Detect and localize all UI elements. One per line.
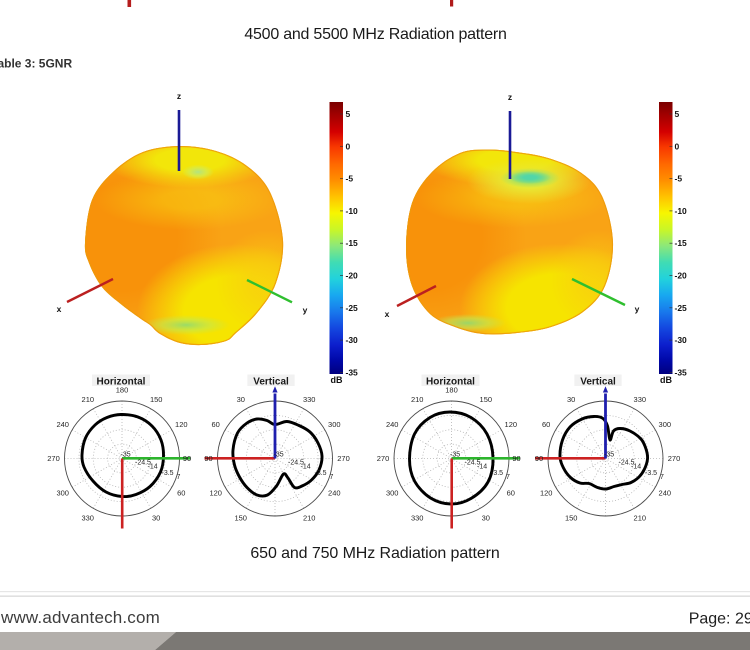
svg-text:-15: -15: [675, 238, 688, 248]
svg-text:-14: -14: [301, 464, 311, 471]
svg-text:150: 150: [565, 513, 578, 522]
svg-text:90: 90: [204, 454, 212, 463]
svg-text:210: 210: [634, 513, 647, 522]
svg-text:330: 330: [81, 513, 94, 522]
svg-text:-5: -5: [346, 174, 354, 184]
svg-text:240: 240: [328, 488, 341, 497]
svg-text:-14: -14: [631, 464, 641, 471]
svg-text:7: 7: [177, 474, 181, 481]
svg-text:60: 60: [542, 420, 550, 429]
svg-text:x: x: [57, 304, 62, 314]
svg-text:-20: -20: [675, 271, 688, 281]
svg-text:150: 150: [234, 513, 247, 522]
svg-text:300: 300: [659, 420, 672, 429]
svg-text:5: 5: [675, 109, 680, 119]
svg-text:-35: -35: [675, 367, 688, 377]
svg-text:dB: dB: [331, 375, 343, 385]
svg-text:-30: -30: [346, 335, 359, 345]
svg-text:-24.5: -24.5: [135, 460, 151, 467]
svg-text:-24.5: -24.5: [465, 460, 481, 467]
svg-text:30: 30: [482, 513, 490, 522]
svg-text:120: 120: [505, 420, 518, 429]
svg-text:210: 210: [303, 513, 316, 522]
svg-text:-3.5: -3.5: [315, 470, 327, 477]
svg-text:330: 330: [411, 513, 424, 522]
svg-text:90: 90: [535, 454, 543, 463]
svg-text:90: 90: [512, 454, 520, 463]
svg-text:240: 240: [659, 488, 672, 497]
svg-text:-25: -25: [675, 303, 688, 313]
svg-text:5: 5: [346, 109, 351, 119]
svg-text:-30: -30: [675, 335, 688, 345]
svg-text:330: 330: [303, 395, 316, 404]
svg-text:-5: -5: [675, 174, 683, 184]
svg-text:300: 300: [328, 420, 341, 429]
svg-text:-20: -20: [346, 271, 359, 281]
svg-text:7: 7: [660, 474, 664, 481]
svg-text:-35: -35: [121, 452, 131, 459]
svg-text:-14: -14: [148, 464, 158, 471]
svg-text:-3.5: -3.5: [645, 470, 657, 477]
svg-text:Table 3: 5GNR: Table 3: 5GNR: [0, 56, 72, 70]
svg-text:240: 240: [56, 420, 69, 429]
svg-text:Page: 29: Page: 29: [689, 611, 750, 628]
svg-text:300: 300: [56, 488, 69, 497]
svg-text:30: 30: [152, 513, 160, 522]
svg-text:0: 0: [346, 141, 351, 151]
svg-text:-35: -35: [450, 452, 460, 459]
svg-text:-3.5: -3.5: [162, 470, 174, 477]
svg-text:4500 and 5500 MHz Radiation pa: 4500 and 5500 MHz Radiation pattern: [244, 26, 506, 43]
svg-text:270: 270: [377, 454, 390, 463]
svg-text:x: x: [385, 309, 390, 319]
svg-text:240: 240: [386, 420, 399, 429]
svg-text:150: 150: [480, 395, 493, 404]
svg-text:7: 7: [506, 474, 510, 481]
svg-text:300: 300: [386, 488, 399, 497]
svg-text:330: 330: [634, 395, 647, 404]
svg-text:7: 7: [330, 474, 334, 481]
svg-text:-35: -35: [604, 452, 614, 459]
svg-text:-35: -35: [346, 367, 359, 377]
svg-text:210: 210: [82, 395, 95, 404]
svg-text:Horizontal: Horizontal: [97, 377, 146, 388]
svg-text:-10: -10: [675, 206, 688, 216]
svg-text:650 and 750 MHz Radiation patt: 650 and 750 MHz Radiation pattern: [250, 545, 499, 562]
svg-text:z: z: [508, 92, 512, 102]
svg-text:www.advantech.com: www.advantech.com: [0, 608, 160, 627]
svg-text:180: 180: [445, 386, 458, 395]
svg-text:150: 150: [150, 395, 163, 404]
svg-text:-25: -25: [346, 303, 359, 313]
svg-text:60: 60: [212, 420, 220, 429]
svg-text:-3.5: -3.5: [491, 470, 503, 477]
svg-text:-10: -10: [346, 206, 359, 216]
svg-text:-15: -15: [346, 238, 359, 248]
svg-text:-14: -14: [477, 464, 487, 471]
svg-text:Vertical: Vertical: [253, 377, 289, 388]
svg-text:Vertical: Vertical: [580, 377, 616, 388]
svg-text:-24.5: -24.5: [288, 460, 304, 467]
svg-text:270: 270: [668, 454, 681, 463]
svg-text:120: 120: [540, 488, 553, 497]
svg-text:Horizontal: Horizontal: [426, 377, 475, 388]
svg-text:-35: -35: [274, 452, 284, 459]
svg-text:270: 270: [337, 454, 350, 463]
svg-text:60: 60: [177, 488, 185, 497]
svg-text:180: 180: [116, 386, 129, 395]
svg-text:y: y: [303, 305, 308, 315]
svg-text:210: 210: [411, 395, 424, 404]
svg-text:0: 0: [675, 141, 680, 151]
svg-text:60: 60: [507, 488, 515, 497]
svg-text:120: 120: [175, 420, 188, 429]
svg-text:y: y: [635, 304, 640, 314]
svg-text:dB: dB: [660, 375, 672, 385]
svg-text:270: 270: [47, 454, 60, 463]
svg-text:-24.5: -24.5: [619, 460, 635, 467]
svg-text:120: 120: [209, 488, 222, 497]
svg-text:30: 30: [237, 395, 245, 404]
svg-text:30: 30: [567, 395, 575, 404]
svg-text:z: z: [177, 91, 181, 101]
svg-text:90: 90: [183, 454, 191, 463]
